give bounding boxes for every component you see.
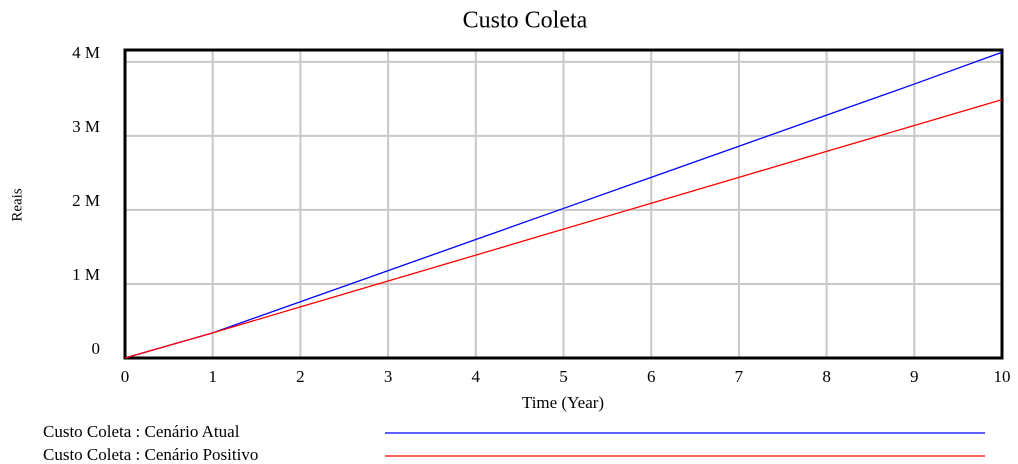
x-tick-label: 7	[735, 367, 744, 386]
x-tick-label: 4	[472, 367, 481, 386]
x-tick-label: 3	[384, 367, 393, 386]
legend-label: Custo Coleta : Cenário Atual	[43, 422, 240, 441]
x-tick-label: 2	[296, 367, 305, 386]
x-tick-label: 6	[647, 367, 656, 386]
x-tick-label: 10	[994, 367, 1011, 386]
legend-label: Custo Coleta : Cenário Positivo	[43, 445, 258, 464]
x-tick-label: 1	[208, 367, 217, 386]
x-tick-label: 0	[121, 367, 130, 386]
plot-frame	[123, 48, 1004, 360]
chart-title: Custo Coleta	[463, 8, 588, 34]
x-tick-label: 9	[910, 367, 919, 386]
y-tick-label: 0	[92, 339, 101, 358]
series-line	[124, 98, 1003, 359]
y-tick-label: 3 M	[72, 117, 100, 136]
y-axis-label: Reais	[9, 188, 25, 221]
x-tick-label: 5	[559, 367, 568, 386]
y-tick-label: 4 M	[72, 43, 100, 62]
x-tick-label: 8	[822, 367, 831, 386]
x-axis-label: Time (Year)	[522, 393, 604, 412]
y-tick-label: 1 M	[72, 265, 100, 284]
y-tick-label: 2 M	[72, 191, 100, 210]
series-line	[124, 51, 1003, 359]
